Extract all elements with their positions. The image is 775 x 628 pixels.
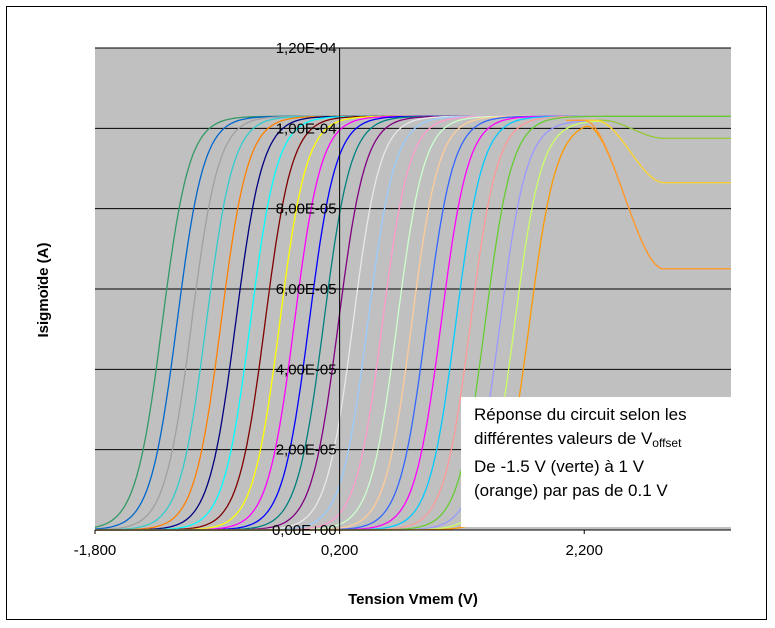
y-tick-label: 8,00E-05: [276, 201, 337, 218]
y-tick-label: 2,00E-05: [276, 442, 337, 459]
annotation-line-1: Réponse du circuit selon les: [474, 405, 687, 424]
y-tick-label: 6,00E-05: [276, 281, 337, 298]
y-tick-labels: 0,00E+00 2,00E-05 4,00E-05 6,00E-05 8,00E-05…: [272, 40, 337, 539]
y-tick-label: 0,00E+00: [272, 522, 337, 539]
annotation-line-2: différentes valeurs de Voffset: [474, 427, 731, 455]
axes: [94, 47, 731, 534]
series-sag-line: [578, 119, 731, 184]
y-tick-label: 1,00E-04: [276, 120, 337, 137]
y-axis-title: Isigmoïde (A): [35, 242, 52, 337]
y-tick-label: 1,20E-04: [276, 40, 337, 57]
x-tick-label: 0,200: [321, 542, 359, 559]
annotation-subscript: offset: [652, 436, 682, 450]
annotation-line-2-text: différentes valeurs de V: [474, 429, 653, 448]
x-tick-label: 2,200: [565, 542, 603, 559]
x-tick-label: -1,800: [74, 542, 117, 559]
gridlines: [95, 47, 731, 451]
y-tick-label: 4,00E-05: [276, 361, 337, 378]
annotation-line-3: De -1.5 V (verte) à 1 V: [474, 457, 645, 476]
series-sag-line: [565, 119, 731, 270]
x-tick-labels: -1,800 0,200 2,200: [74, 542, 603, 559]
chart-annotation: Réponse du circuit selon les différentes…: [461, 397, 731, 527]
series-sag-line: [584, 119, 731, 140]
annotation-line-4: (orange) par pas de 0.1 V: [474, 481, 668, 500]
x-axis-title: Tension Vmem (V): [348, 591, 478, 608]
